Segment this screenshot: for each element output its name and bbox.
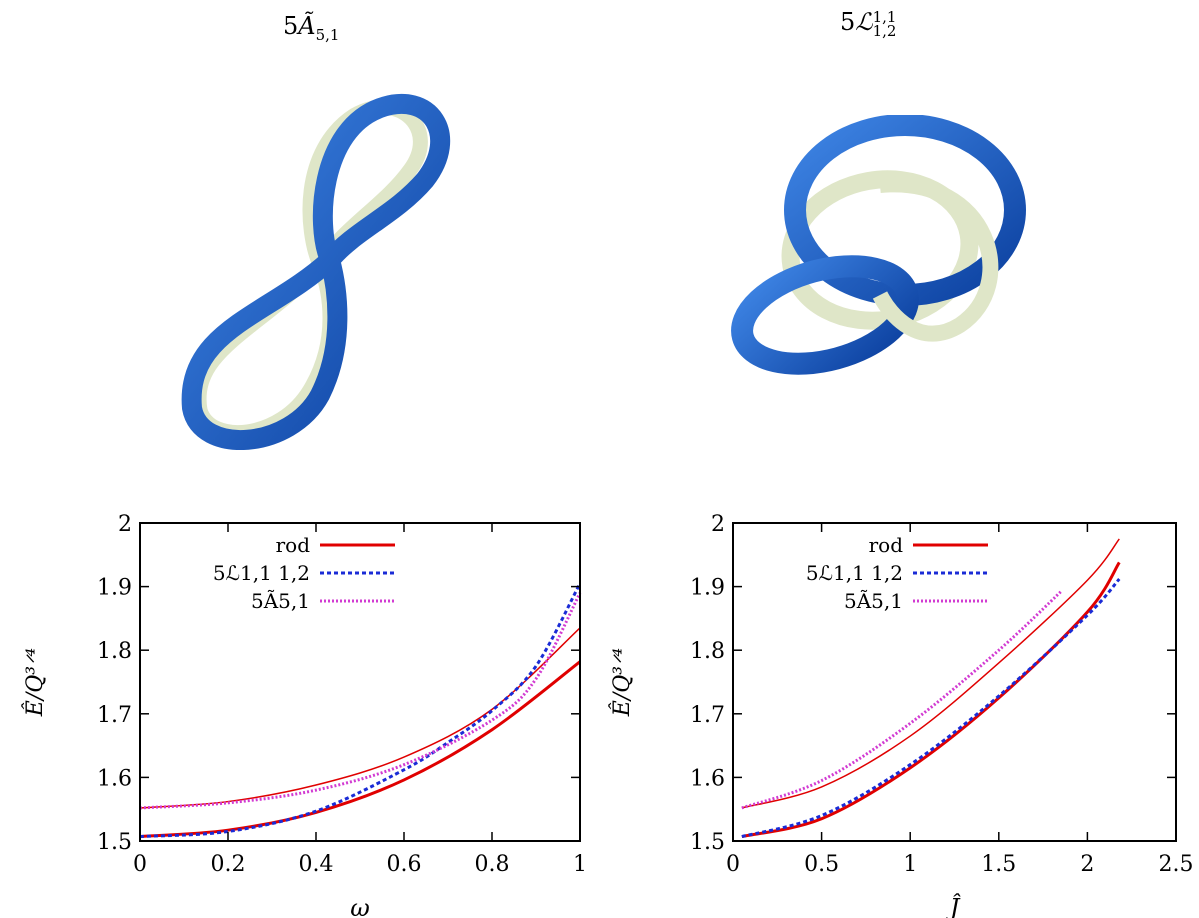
x-tick-label: 1.5 <box>981 852 1016 877</box>
series-line-thick <box>139 660 581 839</box>
figure-label-a: 5Ã5,1 <box>283 12 340 44</box>
x-tick-label: 2.5 <box>1159 852 1194 877</box>
legend-label: rod <box>869 533 904 557</box>
knot-image-a <box>181 93 451 450</box>
y-tick-label: 2 <box>711 512 725 537</box>
series-line-dashed <box>741 577 1121 838</box>
legend-label: 5Ã5,1 <box>844 589 903 613</box>
plot-frame <box>732 522 1177 842</box>
y-axis-label: Ê/Q³ᐟ⁴ <box>608 648 635 717</box>
legend-label: 5ℒ1,1 1,2 <box>213 561 310 585</box>
x-tick-label: 0.2 <box>211 852 246 877</box>
figure-label-l: 5ℒ 1,1 1,2 <box>840 7 897 40</box>
y-tick-label: 1.9 <box>97 576 132 601</box>
y-tick-label: 1.5 <box>690 830 725 855</box>
x-tick-label: 0 <box>133 852 147 877</box>
series-line-dotted <box>139 592 582 810</box>
knot-image-l <box>731 115 1026 375</box>
x-tick-label: 0.6 <box>387 852 422 877</box>
x-tick-label: 0 <box>726 852 740 877</box>
x-axis-label: Ĵ <box>945 893 961 918</box>
x-tick-label: 1 <box>573 852 587 877</box>
y-tick-label: 1.7 <box>97 703 132 728</box>
y-axis-label: Ê/Q³ᐟ⁴ <box>21 648 48 717</box>
x-tick-label: 0.5 <box>804 852 839 877</box>
x-axis-label: ω <box>350 894 370 918</box>
legend-label: 5ℒ1,1 1,2 <box>806 561 903 585</box>
y-tick-label: 1.9 <box>690 576 725 601</box>
chart-energy-vs-omega: 0 0.2 0.4 0.6 0.8 1 1.5 1.6 1.7 1.8 1.9 2 ω Ê/Q³ᐟ⁴ rod… <box>21 512 587 918</box>
x-tick-label: 1 <box>903 852 917 877</box>
chart-energy-vs-j: 0 0.5 1 1.5 2 2.5 1.5 1.6 1.7 1.8 1.9 2 Ĵ Ê/Q³ᐟ⁴ rod 5ℒ… <box>608 512 1194 918</box>
series-line-thin <box>741 538 1120 809</box>
legend-label: rod <box>276 533 311 557</box>
x-tick-label: 0.8 <box>475 852 510 877</box>
series-line-dotted <box>741 590 1062 810</box>
y-tick-label: 1.6 <box>97 766 132 791</box>
y-tick-label: 1.6 <box>690 766 725 791</box>
y-tick-label: 1.8 <box>97 639 132 664</box>
plot-frame <box>139 522 581 842</box>
x-tick-label: 0.4 <box>299 852 334 877</box>
legend-label: 5Ã5,1 <box>251 589 310 613</box>
series-line-thin <box>139 627 581 809</box>
y-tick-label: 2 <box>118 512 132 537</box>
x-tick-label: 2 <box>1080 852 1094 877</box>
y-tick-label: 1.8 <box>690 639 725 664</box>
series-line-thick <box>741 561 1121 839</box>
series-line-dashed <box>139 582 582 839</box>
y-tick-label: 1.5 <box>97 830 132 855</box>
y-tick-label: 1.7 <box>690 703 725 728</box>
